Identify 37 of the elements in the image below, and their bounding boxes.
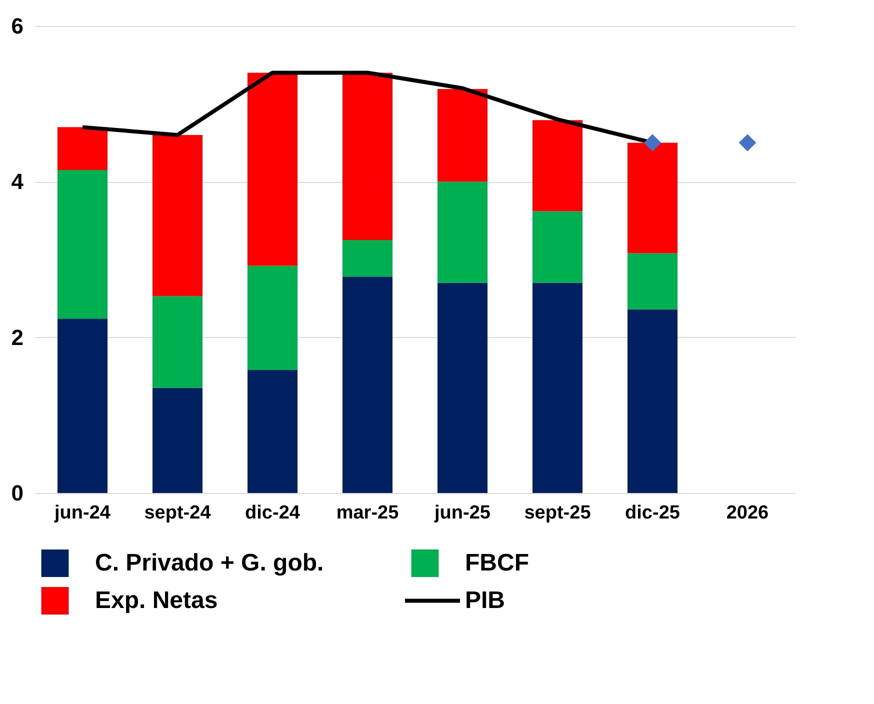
y-tick-label: 6 xyxy=(11,14,24,38)
y-tick-label: 2 xyxy=(11,324,24,350)
bar xyxy=(58,127,108,170)
x-tick-label: jun-25 xyxy=(434,502,491,524)
x-tick-label: dic-25 xyxy=(625,502,680,524)
x-tick-label: 2026 xyxy=(726,502,769,524)
bar xyxy=(532,120,582,212)
x-tick-label: mar-25 xyxy=(336,502,400,524)
bar xyxy=(438,182,488,283)
bar xyxy=(248,266,298,370)
bar xyxy=(628,253,678,310)
x-tick-label: sept-24 xyxy=(144,502,212,524)
legend-label: FBCF xyxy=(465,549,529,576)
bar xyxy=(58,170,108,319)
bar xyxy=(152,134,202,296)
x-tick-label: jun-24 xyxy=(54,502,111,524)
bar xyxy=(342,72,392,240)
bar xyxy=(248,72,298,266)
legend-label: C. Privado + G. gob. xyxy=(95,549,324,576)
bar xyxy=(628,309,678,493)
legend-label: Exp. Netas xyxy=(95,586,218,614)
legend-label: PIB xyxy=(465,586,506,614)
bar xyxy=(438,89,488,182)
x-tick-label: sept-25 xyxy=(524,502,592,524)
bar xyxy=(342,276,392,493)
bar xyxy=(532,211,582,283)
bar xyxy=(152,388,202,493)
bar xyxy=(58,318,108,493)
x-tick-label: dic-24 xyxy=(245,502,300,524)
y-tick-label: 0 xyxy=(11,480,24,506)
y-tick-label: 4 xyxy=(11,169,24,194)
bar xyxy=(532,282,582,493)
bar xyxy=(248,370,298,493)
bar xyxy=(342,240,392,277)
bar xyxy=(438,282,488,493)
bar xyxy=(152,296,202,388)
bar xyxy=(628,142,678,254)
